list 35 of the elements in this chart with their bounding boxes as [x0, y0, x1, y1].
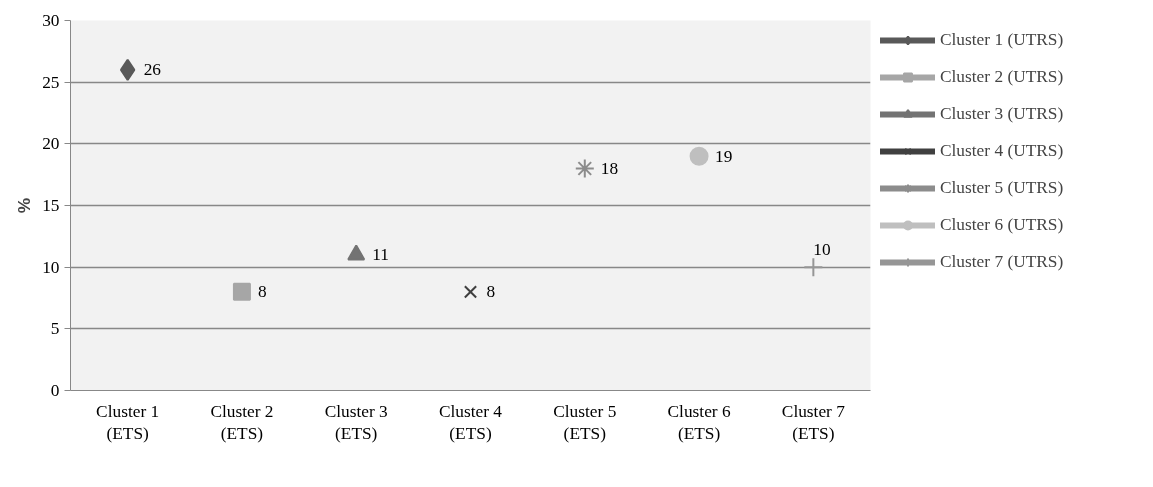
legend-label: Cluster 5 (UTRS)	[940, 178, 1064, 198]
x-tick-label: Cluster 7 (ETS)	[781, 401, 846, 444]
y-tick-label: 10	[42, 257, 60, 277]
legend-label: Cluster 1 (UTRS)	[940, 30, 1064, 50]
x-tick-label: Cluster 3 (ETS)	[324, 401, 388, 444]
legend-label: Cluster 6 (UTRS)	[940, 215, 1064, 235]
data-label: 8	[486, 282, 496, 302]
x-tick-label: Cluster 6 (ETS)	[667, 401, 731, 444]
data-label: 26	[143, 60, 162, 80]
data-label: 10	[813, 239, 831, 259]
point	[803, 257, 824, 278]
point	[689, 146, 709, 166]
legend-label: Cluster 4 (UTRS)	[940, 141, 1064, 161]
x-tick-label: Cluster 1 (ETS)	[96, 401, 160, 444]
x-tick-label: Cluster 4 (ETS)	[438, 401, 503, 444]
data-label: 11	[372, 245, 389, 265]
point	[463, 285, 478, 299]
legend-label: Cluster 3 (UTRS)	[940, 104, 1064, 124]
y-tick-label: 25	[42, 72, 60, 92]
data-label: 19	[715, 146, 733, 166]
y-axis-title: %	[14, 197, 35, 214]
data-label: 18	[600, 159, 619, 178]
x-tick-label: Cluster 5 (ETS)	[553, 401, 617, 444]
y-tick-label: 5	[50, 319, 60, 339]
y-tick-label: 15	[42, 196, 60, 215]
data-label: 8	[257, 282, 267, 302]
legend-label: Cluster 7 (UTRS)	[940, 252, 1064, 272]
point	[574, 158, 595, 179]
y-tick-label: 0	[50, 381, 60, 400]
legend-label: Cluster 2 (UTRS)	[940, 67, 1064, 87]
y-tick-label: 30	[42, 11, 60, 30]
point	[119, 58, 136, 81]
point	[232, 282, 251, 301]
x-tick-label: Cluster 2 (ETS)	[210, 401, 274, 444]
y-tick-label: 20	[42, 134, 60, 154]
